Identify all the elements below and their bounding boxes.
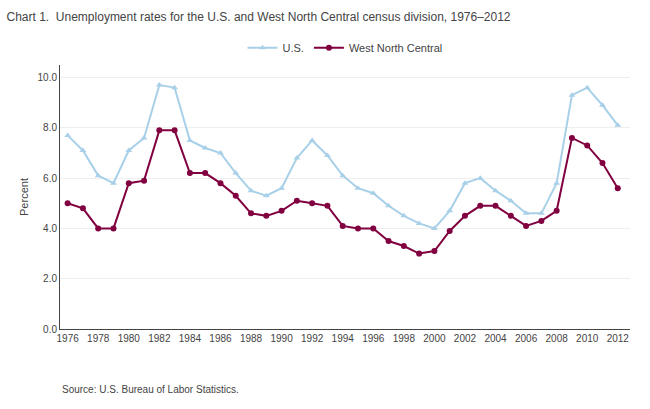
svg-text:2008: 2008 — [546, 333, 569, 344]
svg-text:U.S.: U.S. — [283, 42, 304, 54]
svg-text:1982: 1982 — [148, 333, 171, 344]
svg-text:1976: 1976 — [57, 333, 80, 344]
svg-text:4.0: 4.0 — [43, 223, 57, 234]
svg-text:Chart 1. Unemployment rates f: Chart 1. Unemployment rates for the U.S.… — [7, 10, 511, 24]
svg-text:1984: 1984 — [179, 333, 202, 344]
svg-text:1986: 1986 — [209, 333, 232, 344]
svg-text:6.0: 6.0 — [43, 173, 57, 184]
svg-text:West North Central: West North Central — [349, 42, 442, 54]
svg-text:1980: 1980 — [118, 333, 141, 344]
svg-text:1990: 1990 — [270, 333, 293, 344]
svg-text:2010: 2010 — [576, 333, 599, 344]
svg-text:1996: 1996 — [362, 333, 385, 344]
svg-text:8.0: 8.0 — [43, 122, 57, 133]
svg-text:2012: 2012 — [607, 333, 630, 344]
svg-text:2004: 2004 — [484, 333, 507, 344]
svg-text:1992: 1992 — [301, 333, 324, 344]
svg-text:Source: U.S. Bureau of Labor S: Source: U.S. Bureau of Labor Statistics. — [62, 384, 239, 395]
svg-text:1978: 1978 — [87, 333, 110, 344]
svg-text:10.0: 10.0 — [38, 72, 58, 83]
svg-text:0.0: 0.0 — [43, 324, 57, 335]
svg-text:2006: 2006 — [515, 333, 538, 344]
svg-text:2.0: 2.0 — [43, 273, 57, 284]
svg-text:2002: 2002 — [454, 333, 477, 344]
svg-text:1988: 1988 — [240, 333, 263, 344]
svg-text:1998: 1998 — [393, 333, 416, 344]
svg-text:Percent: Percent — [18, 178, 30, 216]
svg-text:1994: 1994 — [332, 333, 355, 344]
svg-text:2000: 2000 — [423, 333, 446, 344]
